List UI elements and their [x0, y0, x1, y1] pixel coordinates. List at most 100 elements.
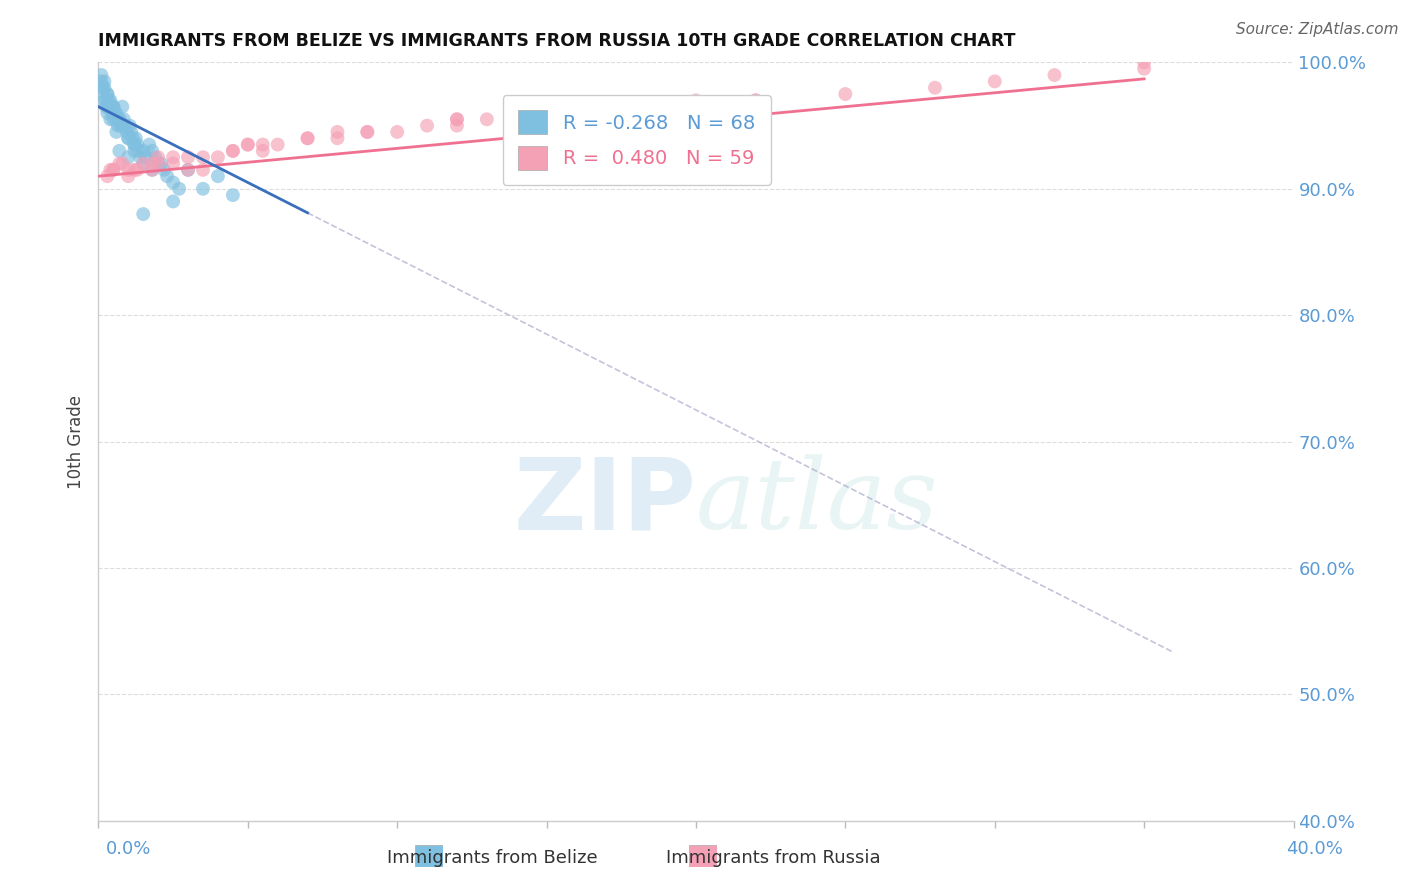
Point — [111, 119, 134, 133]
Text: atlas: atlas — [696, 455, 939, 549]
Point — [124, 144, 146, 158]
Point — [745, 94, 768, 108]
Point — [111, 156, 134, 170]
Point — [108, 144, 131, 158]
Point — [446, 119, 468, 133]
Point — [93, 80, 115, 95]
Point — [138, 137, 160, 152]
Point — [111, 100, 134, 114]
Point — [236, 137, 259, 152]
Point — [236, 137, 259, 152]
Point — [745, 94, 768, 108]
Point — [108, 112, 131, 127]
Point — [117, 150, 139, 164]
Point — [167, 182, 190, 196]
Point — [112, 112, 135, 127]
Point — [127, 162, 149, 177]
Point — [536, 112, 558, 127]
Point — [105, 106, 128, 120]
Point — [91, 80, 114, 95]
Point — [626, 100, 648, 114]
Point — [297, 131, 319, 145]
Point — [150, 156, 173, 170]
Point — [132, 144, 155, 158]
Point — [148, 156, 170, 170]
Point — [97, 94, 120, 108]
Point — [98, 112, 122, 127]
Point — [153, 162, 176, 177]
Point — [297, 131, 319, 145]
Point — [103, 100, 125, 114]
Point — [94, 94, 117, 108]
Point — [207, 169, 229, 184]
Point — [191, 162, 214, 177]
Point — [416, 119, 439, 133]
Point — [222, 144, 245, 158]
Point — [103, 112, 125, 127]
Text: Immigrants from Russia: Immigrants from Russia — [666, 849, 880, 867]
Point — [96, 169, 118, 184]
Point — [162, 176, 184, 190]
Point — [96, 87, 118, 101]
Text: 0.0%: 0.0% — [105, 840, 150, 858]
Point — [96, 106, 118, 120]
Point — [125, 131, 148, 145]
Point — [141, 156, 163, 170]
Point — [94, 100, 117, 114]
Point — [326, 125, 349, 139]
Point — [222, 188, 245, 202]
Point — [90, 68, 112, 82]
Point — [141, 162, 163, 177]
Point — [148, 150, 170, 164]
Point — [177, 162, 200, 177]
Point — [91, 87, 114, 101]
Point — [222, 144, 245, 158]
Point — [745, 100, 768, 114]
Point — [984, 74, 1007, 88]
Point — [121, 131, 143, 145]
Point — [111, 119, 134, 133]
Text: 40.0%: 40.0% — [1286, 840, 1343, 858]
Point — [475, 112, 498, 127]
Point — [104, 106, 127, 120]
Point — [191, 150, 214, 164]
Point — [132, 207, 155, 221]
Y-axis label: 10th Grade: 10th Grade — [66, 394, 84, 489]
Point — [114, 119, 136, 133]
Point — [326, 131, 349, 145]
Point — [177, 150, 200, 164]
Point — [105, 125, 128, 139]
Point — [124, 137, 146, 152]
Point — [207, 150, 229, 164]
Text: Source: ZipAtlas.com: Source: ZipAtlas.com — [1236, 22, 1399, 37]
Point — [162, 194, 184, 209]
Point — [103, 162, 125, 177]
Point — [834, 87, 856, 101]
Point — [128, 144, 150, 158]
Point — [124, 162, 146, 177]
Point — [177, 162, 200, 177]
Point — [98, 100, 122, 114]
Point — [506, 106, 529, 120]
Point — [101, 106, 124, 120]
Point — [1133, 62, 1156, 76]
Point — [117, 131, 139, 145]
Point — [595, 106, 617, 120]
Point — [117, 162, 139, 177]
Point — [108, 156, 131, 170]
Point — [96, 100, 118, 114]
Point — [135, 150, 157, 164]
Point — [446, 112, 468, 127]
Point — [565, 106, 588, 120]
Point — [446, 112, 468, 127]
Point — [924, 80, 946, 95]
Point — [90, 74, 112, 88]
Point — [536, 112, 558, 127]
Point — [156, 169, 179, 184]
Point — [108, 112, 131, 127]
Point — [98, 162, 122, 177]
Point — [127, 137, 149, 152]
Point — [118, 119, 141, 133]
Point — [132, 156, 155, 170]
Legend: R = -0.268   N = 68, R =  0.480   N = 59: R = -0.268 N = 68, R = 0.480 N = 59 — [502, 95, 770, 186]
